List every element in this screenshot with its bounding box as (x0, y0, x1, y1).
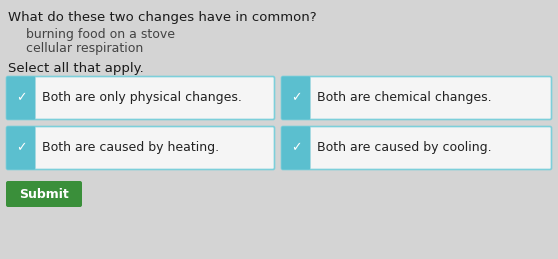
Text: Both are caused by cooling.: Both are caused by cooling. (317, 141, 492, 155)
Bar (8, 128, 34, 168)
Text: Both are caused by heating.: Both are caused by heating. (42, 141, 219, 155)
Text: Both are chemical changes.: Both are chemical changes. (317, 91, 492, 104)
Text: ✓: ✓ (291, 91, 301, 104)
Text: Select all that apply.: Select all that apply. (8, 62, 144, 75)
Bar (283, 78, 309, 118)
Text: ✓: ✓ (16, 91, 26, 104)
FancyBboxPatch shape (281, 76, 551, 119)
Bar (283, 128, 309, 168)
Bar (8, 78, 34, 118)
Text: ✓: ✓ (16, 141, 26, 155)
FancyBboxPatch shape (281, 126, 551, 169)
FancyBboxPatch shape (7, 76, 36, 119)
FancyBboxPatch shape (7, 126, 275, 169)
Text: burning food on a stove: burning food on a stove (26, 28, 175, 41)
Text: Submit: Submit (19, 188, 69, 200)
Text: cellular respiration: cellular respiration (26, 42, 143, 55)
Text: What do these two changes have in common?: What do these two changes have in common… (8, 11, 316, 24)
Text: Both are only physical changes.: Both are only physical changes. (42, 91, 242, 104)
FancyBboxPatch shape (281, 126, 310, 169)
Text: ✓: ✓ (291, 141, 301, 155)
FancyBboxPatch shape (7, 126, 36, 169)
FancyBboxPatch shape (6, 181, 82, 207)
FancyBboxPatch shape (7, 76, 275, 119)
FancyBboxPatch shape (281, 76, 310, 119)
